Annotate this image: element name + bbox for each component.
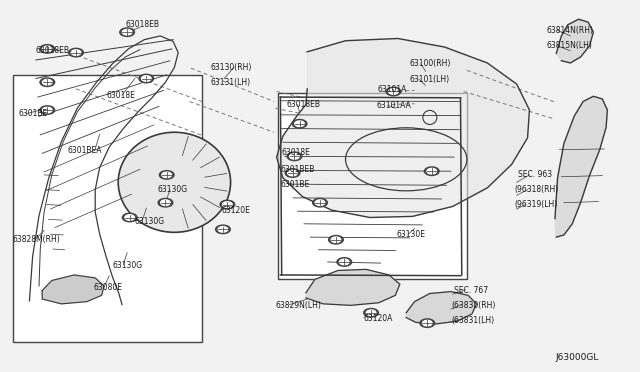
Circle shape	[287, 152, 302, 161]
Circle shape	[139, 74, 154, 83]
Circle shape	[161, 200, 170, 205]
Circle shape	[218, 227, 228, 232]
Circle shape	[366, 310, 376, 315]
Circle shape	[337, 258, 351, 266]
Text: 63130G: 63130G	[135, 217, 165, 226]
Bar	[278, 93, 467, 279]
Circle shape	[420, 319, 435, 327]
Circle shape	[223, 202, 232, 207]
Text: 63815N(LH): 63815N(LH)	[547, 41, 593, 51]
Circle shape	[122, 29, 132, 35]
Text: 63130G: 63130G	[113, 261, 143, 270]
Text: (63831(LH): (63831(LH)	[451, 316, 494, 325]
Circle shape	[40, 78, 54, 87]
Circle shape	[141, 76, 151, 81]
Text: 63018E: 63018E	[282, 148, 310, 157]
Text: 63829N(LH): 63829N(LH)	[275, 301, 321, 310]
Circle shape	[68, 48, 83, 57]
Text: 63131(LH): 63131(LH)	[210, 78, 250, 87]
Circle shape	[42, 46, 52, 52]
Polygon shape	[42, 275, 104, 304]
Circle shape	[120, 28, 134, 36]
Text: 63018E: 63018E	[106, 91, 135, 100]
Text: 63101AA: 63101AA	[376, 101, 411, 110]
Circle shape	[427, 169, 436, 174]
Text: 6301BEA: 6301BEA	[68, 146, 102, 155]
Circle shape	[162, 172, 172, 178]
Circle shape	[339, 259, 349, 265]
Circle shape	[295, 121, 305, 126]
Circle shape	[285, 169, 300, 177]
Text: 63130(RH): 63130(RH)	[210, 63, 252, 72]
Circle shape	[288, 170, 298, 176]
Circle shape	[290, 154, 300, 159]
Text: 63828M(RH): 63828M(RH)	[12, 235, 60, 244]
Circle shape	[328, 235, 343, 244]
Circle shape	[388, 89, 398, 94]
Text: (63830(RH): (63830(RH)	[451, 301, 495, 310]
Text: 63814N(RH): 63814N(RH)	[547, 26, 594, 35]
Circle shape	[42, 107, 52, 113]
Circle shape	[125, 215, 134, 220]
Circle shape	[364, 308, 378, 317]
Circle shape	[292, 119, 307, 128]
Text: 63100(RH): 63100(RH)	[410, 59, 451, 68]
Text: 63101A: 63101A	[378, 85, 407, 94]
Circle shape	[216, 225, 230, 234]
Text: 6301BE: 6301BE	[19, 109, 48, 118]
Circle shape	[40, 45, 54, 53]
Text: 63018EB: 63018EB	[125, 20, 159, 29]
Polygon shape	[406, 292, 476, 324]
Text: (96319(LH): (96319(LH)	[515, 200, 558, 209]
Bar	[13, 75, 202, 341]
Text: 63080E: 63080E	[93, 283, 122, 292]
Circle shape	[316, 200, 324, 205]
Circle shape	[386, 87, 401, 96]
Circle shape	[122, 213, 137, 222]
Text: J63000GL: J63000GL	[555, 353, 598, 362]
Circle shape	[424, 167, 439, 176]
Circle shape	[71, 50, 81, 55]
Text: 63120E: 63120E	[221, 206, 250, 215]
Polygon shape	[556, 19, 593, 63]
Circle shape	[313, 198, 327, 207]
Text: 63130G: 63130G	[157, 185, 188, 194]
Polygon shape	[306, 269, 400, 305]
Text: 6301BE: 6301BE	[280, 180, 310, 189]
Text: 63120A: 63120A	[364, 314, 393, 323]
Text: (96318(RH): (96318(RH)	[515, 185, 559, 194]
Circle shape	[40, 106, 54, 114]
Ellipse shape	[118, 132, 230, 232]
Circle shape	[158, 198, 173, 207]
Circle shape	[42, 80, 52, 85]
Text: SEC. 963: SEC. 963	[518, 170, 552, 179]
Circle shape	[220, 200, 235, 209]
Text: 63018EB: 63018EB	[36, 46, 70, 55]
Circle shape	[159, 171, 174, 179]
Text: 63130E: 63130E	[397, 230, 426, 240]
Circle shape	[422, 320, 432, 326]
Text: SEC. 767: SEC. 767	[454, 286, 488, 295]
Text: 63018EB: 63018EB	[287, 100, 321, 109]
Text: 6301BEB: 6301BEB	[280, 165, 315, 174]
Polygon shape	[276, 38, 529, 218]
Text: 63101(LH): 63101(LH)	[410, 75, 449, 84]
Circle shape	[331, 237, 340, 243]
Polygon shape	[555, 96, 607, 237]
